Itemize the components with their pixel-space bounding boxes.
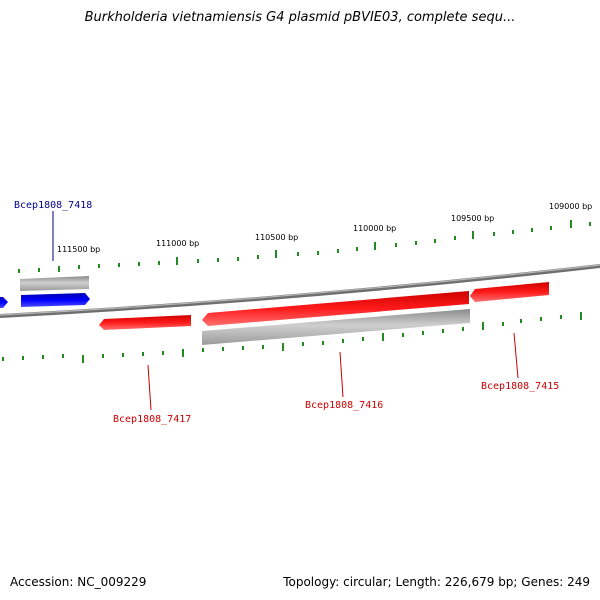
feature-bar-upper-left[interactable] [20, 276, 89, 291]
accession-info: Accession: NC_009229 [10, 575, 146, 589]
gene-label-bcep1808-7418[interactable]: Bcep1808_7418 [14, 200, 92, 211]
gene-label-bcep1808-7415[interactable]: Bcep1808_7415 [481, 381, 559, 392]
accession-label: Accession: [10, 575, 74, 589]
length-value: 226,679 bp [444, 575, 514, 589]
gene-label-bcep1808-7416[interactable]: Bcep1808_7416 [305, 400, 383, 411]
genes-label: Genes: [521, 575, 564, 589]
topology-value: circular [343, 575, 388, 589]
gene-arrow-bcep1808-7417[interactable] [99, 315, 191, 330]
leader-line-7416 [339, 351, 344, 398]
gene-arrow-bcep1808-7418[interactable] [21, 293, 90, 307]
tick-label-110500: 110500 bp [255, 233, 298, 242]
gene-arrow-bcep1808-7416[interactable] [202, 291, 469, 326]
sequence-summary: Topology: circular; Length: 226,679 bp; … [283, 575, 590, 589]
gene-arrow-bcep1808-7415[interactable] [470, 282, 549, 302]
plasmid-backbone [0, 264, 600, 318]
leader-line-7415 [513, 332, 519, 379]
genes-value: 249 [567, 575, 590, 589]
tick-label-109500: 109500 bp [451, 214, 494, 223]
accession-value: NC_009229 [77, 575, 147, 589]
gene-arrow-forward-offscreen[interactable] [0, 297, 8, 308]
tick-label-111000: 111000 bp [156, 239, 199, 248]
feature-bar-lower-middle[interactable] [202, 309, 470, 345]
topology-label: Topology: [283, 575, 340, 589]
tick-label-111500: 111500 bp [57, 245, 100, 254]
map-title: Burkholderia vietnamiensis G4 plasmid pB… [84, 10, 516, 25]
inner-tick-row [2, 312, 582, 363]
tick-label-109000: 109000 bp [549, 202, 592, 211]
outer-tick-row [18, 220, 591, 273]
leader-line-7417 [147, 364, 152, 411]
tick-label-110000: 110000 bp [353, 224, 396, 233]
length-label: Length: [395, 575, 441, 589]
plasmid-backbone-highlight [0, 264, 600, 316]
gene-label-bcep1808-7417[interactable]: Bcep1808_7417 [113, 414, 191, 425]
